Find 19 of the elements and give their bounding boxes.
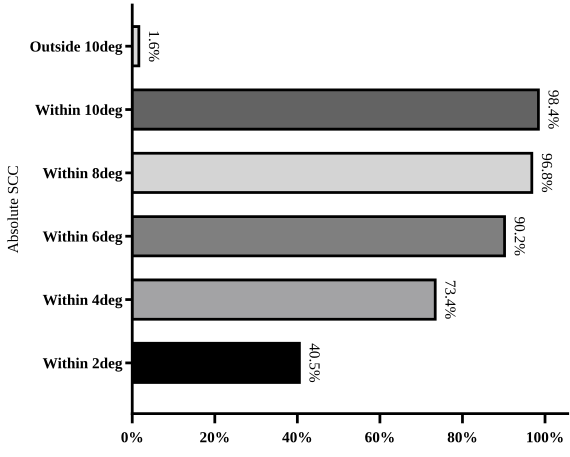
data-label: 73.4% bbox=[445, 280, 456, 319]
data-label: 98.4% bbox=[548, 90, 559, 129]
y-tick-label: Within 4deg bbox=[42, 294, 122, 308]
x-tick-label: 80% bbox=[448, 432, 476, 442]
data-label: 40.5% bbox=[309, 343, 320, 382]
x-tick-label: 40% bbox=[282, 432, 312, 442]
y-tick-label: Within 6deg bbox=[42, 230, 122, 245]
data-label: 96.8% bbox=[542, 154, 552, 192]
y-tick-label: Outside 10deg bbox=[30, 40, 122, 55]
x-tick-label: 20% bbox=[200, 432, 229, 442]
y-tick-label: Within 8deg bbox=[42, 168, 122, 182]
data-label: 90.2% bbox=[514, 216, 525, 256]
data-label: 1.6% bbox=[148, 32, 160, 62]
x-tick-label: 0% bbox=[121, 432, 142, 442]
x-tick-label: 100% bbox=[527, 432, 563, 442]
y-tick-label: Within 2deg bbox=[42, 358, 122, 372]
y-axis-title: Absolute SCC bbox=[7, 166, 18, 254]
y-tick-label: Within 10deg bbox=[35, 104, 122, 118]
x-tick-label: 60% bbox=[365, 432, 394, 442]
